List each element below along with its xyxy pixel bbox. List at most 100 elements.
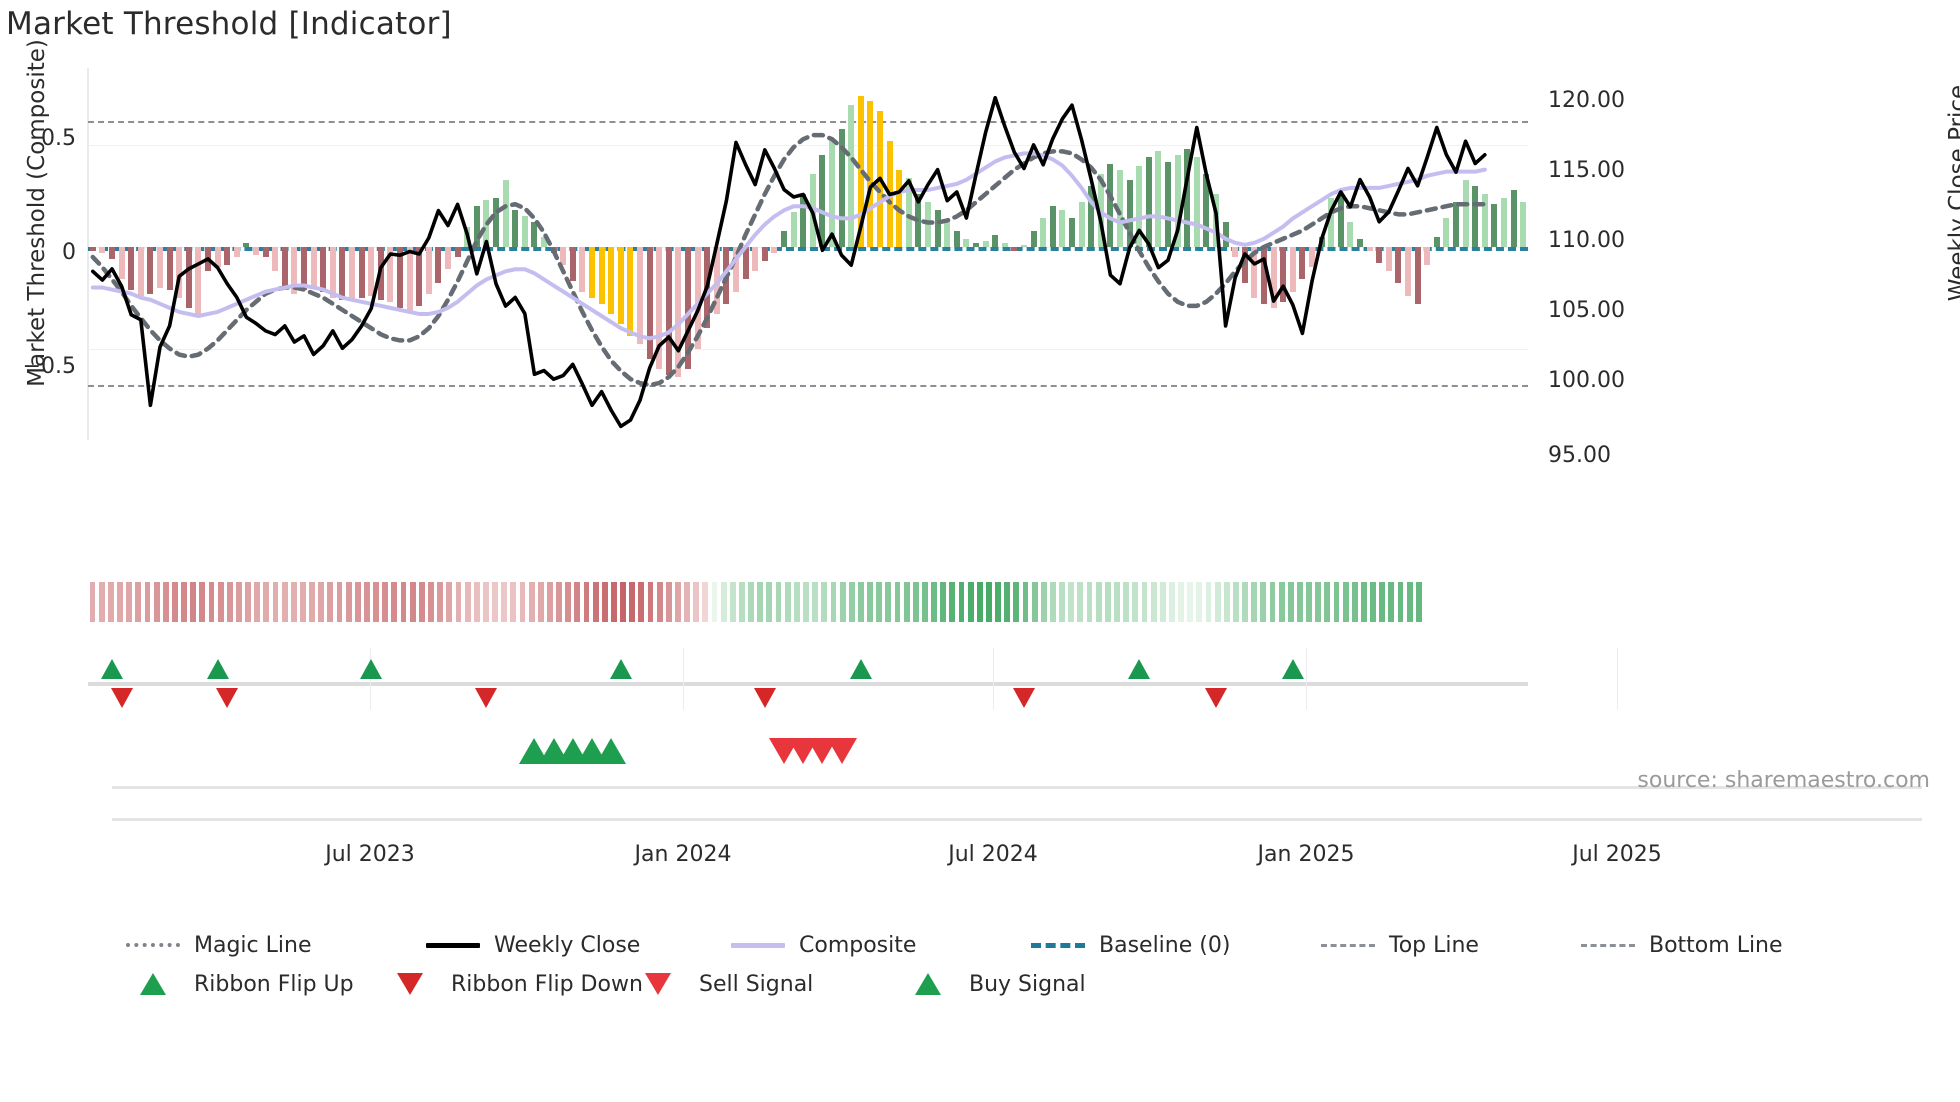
composite-bar — [1232, 246, 1239, 258]
ribbon-cell — [217, 582, 224, 622]
ribbon-flip-up-marker[interactable] — [101, 659, 123, 679]
ribbon-cell — [784, 582, 791, 622]
ribbon-flip-up-marker[interactable] — [360, 659, 383, 679]
ribbon-cell — [190, 582, 197, 622]
composite-bar — [1395, 246, 1402, 284]
ribbon-flip-down-marker[interactable] — [216, 688, 239, 708]
legend-item-ribbon-flip-up[interactable]: Ribbon Flip Up — [122, 967, 354, 1001]
ribbon-cell — [1333, 582, 1340, 622]
ribbon-flip-up-marker[interactable] — [206, 659, 229, 679]
ribbon-cell — [144, 582, 151, 622]
ribbon-cell — [793, 582, 800, 622]
ribbon-cell — [409, 582, 416, 622]
composite-bar — [790, 212, 797, 247]
legend-item-magic-line[interactable]: Magic Line — [122, 928, 311, 962]
composite-bar — [1126, 179, 1133, 247]
legend-label: Ribbon Flip Up — [194, 971, 354, 997]
ribbon-flip-up-marker[interactable] — [609, 659, 632, 679]
sell-signal-marker[interactable] — [826, 738, 857, 764]
ribbon-cell — [729, 582, 736, 622]
composite-bar — [617, 246, 624, 325]
ribbon-cell — [1287, 582, 1294, 622]
ribbon-cell — [1278, 582, 1285, 622]
ribbon-flip-down-marker[interactable] — [475, 688, 498, 708]
ribbon-cell — [199, 582, 206, 622]
composite-bar — [454, 246, 461, 258]
legend-item-top-line[interactable]: Top Line — [1317, 928, 1479, 962]
ribbon-cell — [162, 582, 169, 622]
composite-bar — [934, 210, 941, 247]
gridline-2 — [88, 348, 1528, 350]
ribbon-cell — [976, 582, 983, 622]
y-axis-left-label: Market Threshold (Composite) — [24, 39, 50, 387]
composite-bar — [166, 246, 173, 290]
ribbon-cell — [528, 582, 535, 622]
ribbon-cell — [1077, 582, 1084, 622]
composite-bar — [838, 128, 845, 247]
composite-bar — [1251, 246, 1258, 298]
composite-bar — [1136, 165, 1143, 247]
gridline-0 — [88, 145, 1528, 147]
ribbon-cell — [537, 582, 544, 622]
triangle-up-icon — [122, 971, 184, 997]
ribbon-cell — [272, 582, 279, 622]
legend-label: Weekly Close — [494, 932, 641, 958]
ribbon-cell — [921, 582, 928, 622]
ribbon-cell — [894, 582, 901, 622]
y-tick-right-0: 120.00 — [1548, 88, 1625, 113]
composite-bar — [1107, 163, 1114, 247]
legend-item-ribbon-flip-down[interactable]: Ribbon Flip Down — [379, 967, 643, 1001]
legend-item-baseline[interactable]: Baseline (0) — [1027, 928, 1230, 962]
composite-bar — [761, 246, 768, 262]
ribbon-cell — [821, 582, 828, 622]
ribbon-cell — [364, 582, 370, 622]
ribbon-cell — [473, 582, 480, 622]
legend-item-sell-signal[interactable]: Sell Signal — [627, 967, 813, 1001]
composite-bar — [128, 246, 135, 290]
buy-signal-marker[interactable] — [596, 738, 627, 764]
composite-bar — [1376, 246, 1383, 264]
ribbon-cell — [492, 582, 498, 622]
page-title: Market Threshold [Indicator] — [6, 6, 452, 42]
composite-bar — [1414, 246, 1421, 304]
legend-item-buy-signal[interactable]: Buy Signal — [897, 967, 1086, 1001]
ribbon-flip-up-marker[interactable] — [1128, 659, 1151, 679]
composite-bar — [1501, 198, 1507, 247]
ribbon-cell — [1342, 582, 1349, 622]
ribbon-cell — [482, 582, 489, 622]
flip-axis-line — [88, 682, 1528, 686]
composite-bar — [1011, 246, 1018, 251]
ribbon-flip-down-marker[interactable] — [110, 688, 133, 708]
ribbon-cell — [300, 582, 306, 622]
legend-item-bottom-line[interactable]: Bottom Line — [1577, 928, 1783, 962]
legend-label: Buy Signal — [969, 971, 1086, 997]
composite-bar — [1280, 246, 1287, 302]
ribbon-flip-up-marker[interactable] — [849, 659, 872, 679]
composite-bar — [982, 240, 989, 247]
legend-label: Bottom Line — [1649, 932, 1783, 958]
plot-left-spine — [87, 68, 89, 440]
ribbon-cell — [1141, 582, 1148, 622]
legend-item-composite[interactable]: Composite — [727, 928, 916, 962]
composite-bar — [521, 216, 528, 247]
composite-bar — [1366, 246, 1373, 251]
composite-bar — [867, 100, 874, 247]
ribbon-cell — [546, 582, 553, 622]
ribbon-cell — [418, 582, 425, 622]
legend-item-weekly-close[interactable]: Weekly Close — [422, 928, 640, 962]
ribbon-flip-down-marker[interactable] — [1013, 688, 1035, 708]
composite-bar — [1184, 149, 1191, 247]
ribbon-flip-down-marker[interactable] — [1205, 688, 1227, 708]
ribbon-cell — [208, 582, 215, 622]
composite-bar — [99, 246, 106, 253]
x-tick-2: Jul 2024 — [948, 842, 1038, 867]
x-tick-1: Jan 2024 — [634, 842, 732, 867]
ribbon-cell — [1315, 582, 1322, 622]
ribbon-cell — [254, 582, 261, 622]
ribbon-cell — [455, 582, 462, 622]
triangle-down-icon — [379, 971, 441, 997]
ribbon-flip-down-marker[interactable] — [753, 688, 776, 708]
ribbon-flip-up-marker[interactable] — [1281, 659, 1304, 679]
composite-bar — [195, 246, 202, 314]
composite-bar — [272, 246, 279, 272]
